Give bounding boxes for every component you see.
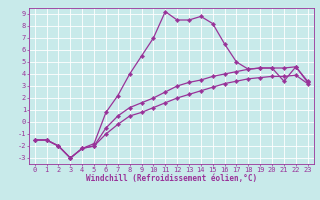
X-axis label: Windchill (Refroidissement éolien,°C): Windchill (Refroidissement éolien,°C) (86, 174, 257, 183)
